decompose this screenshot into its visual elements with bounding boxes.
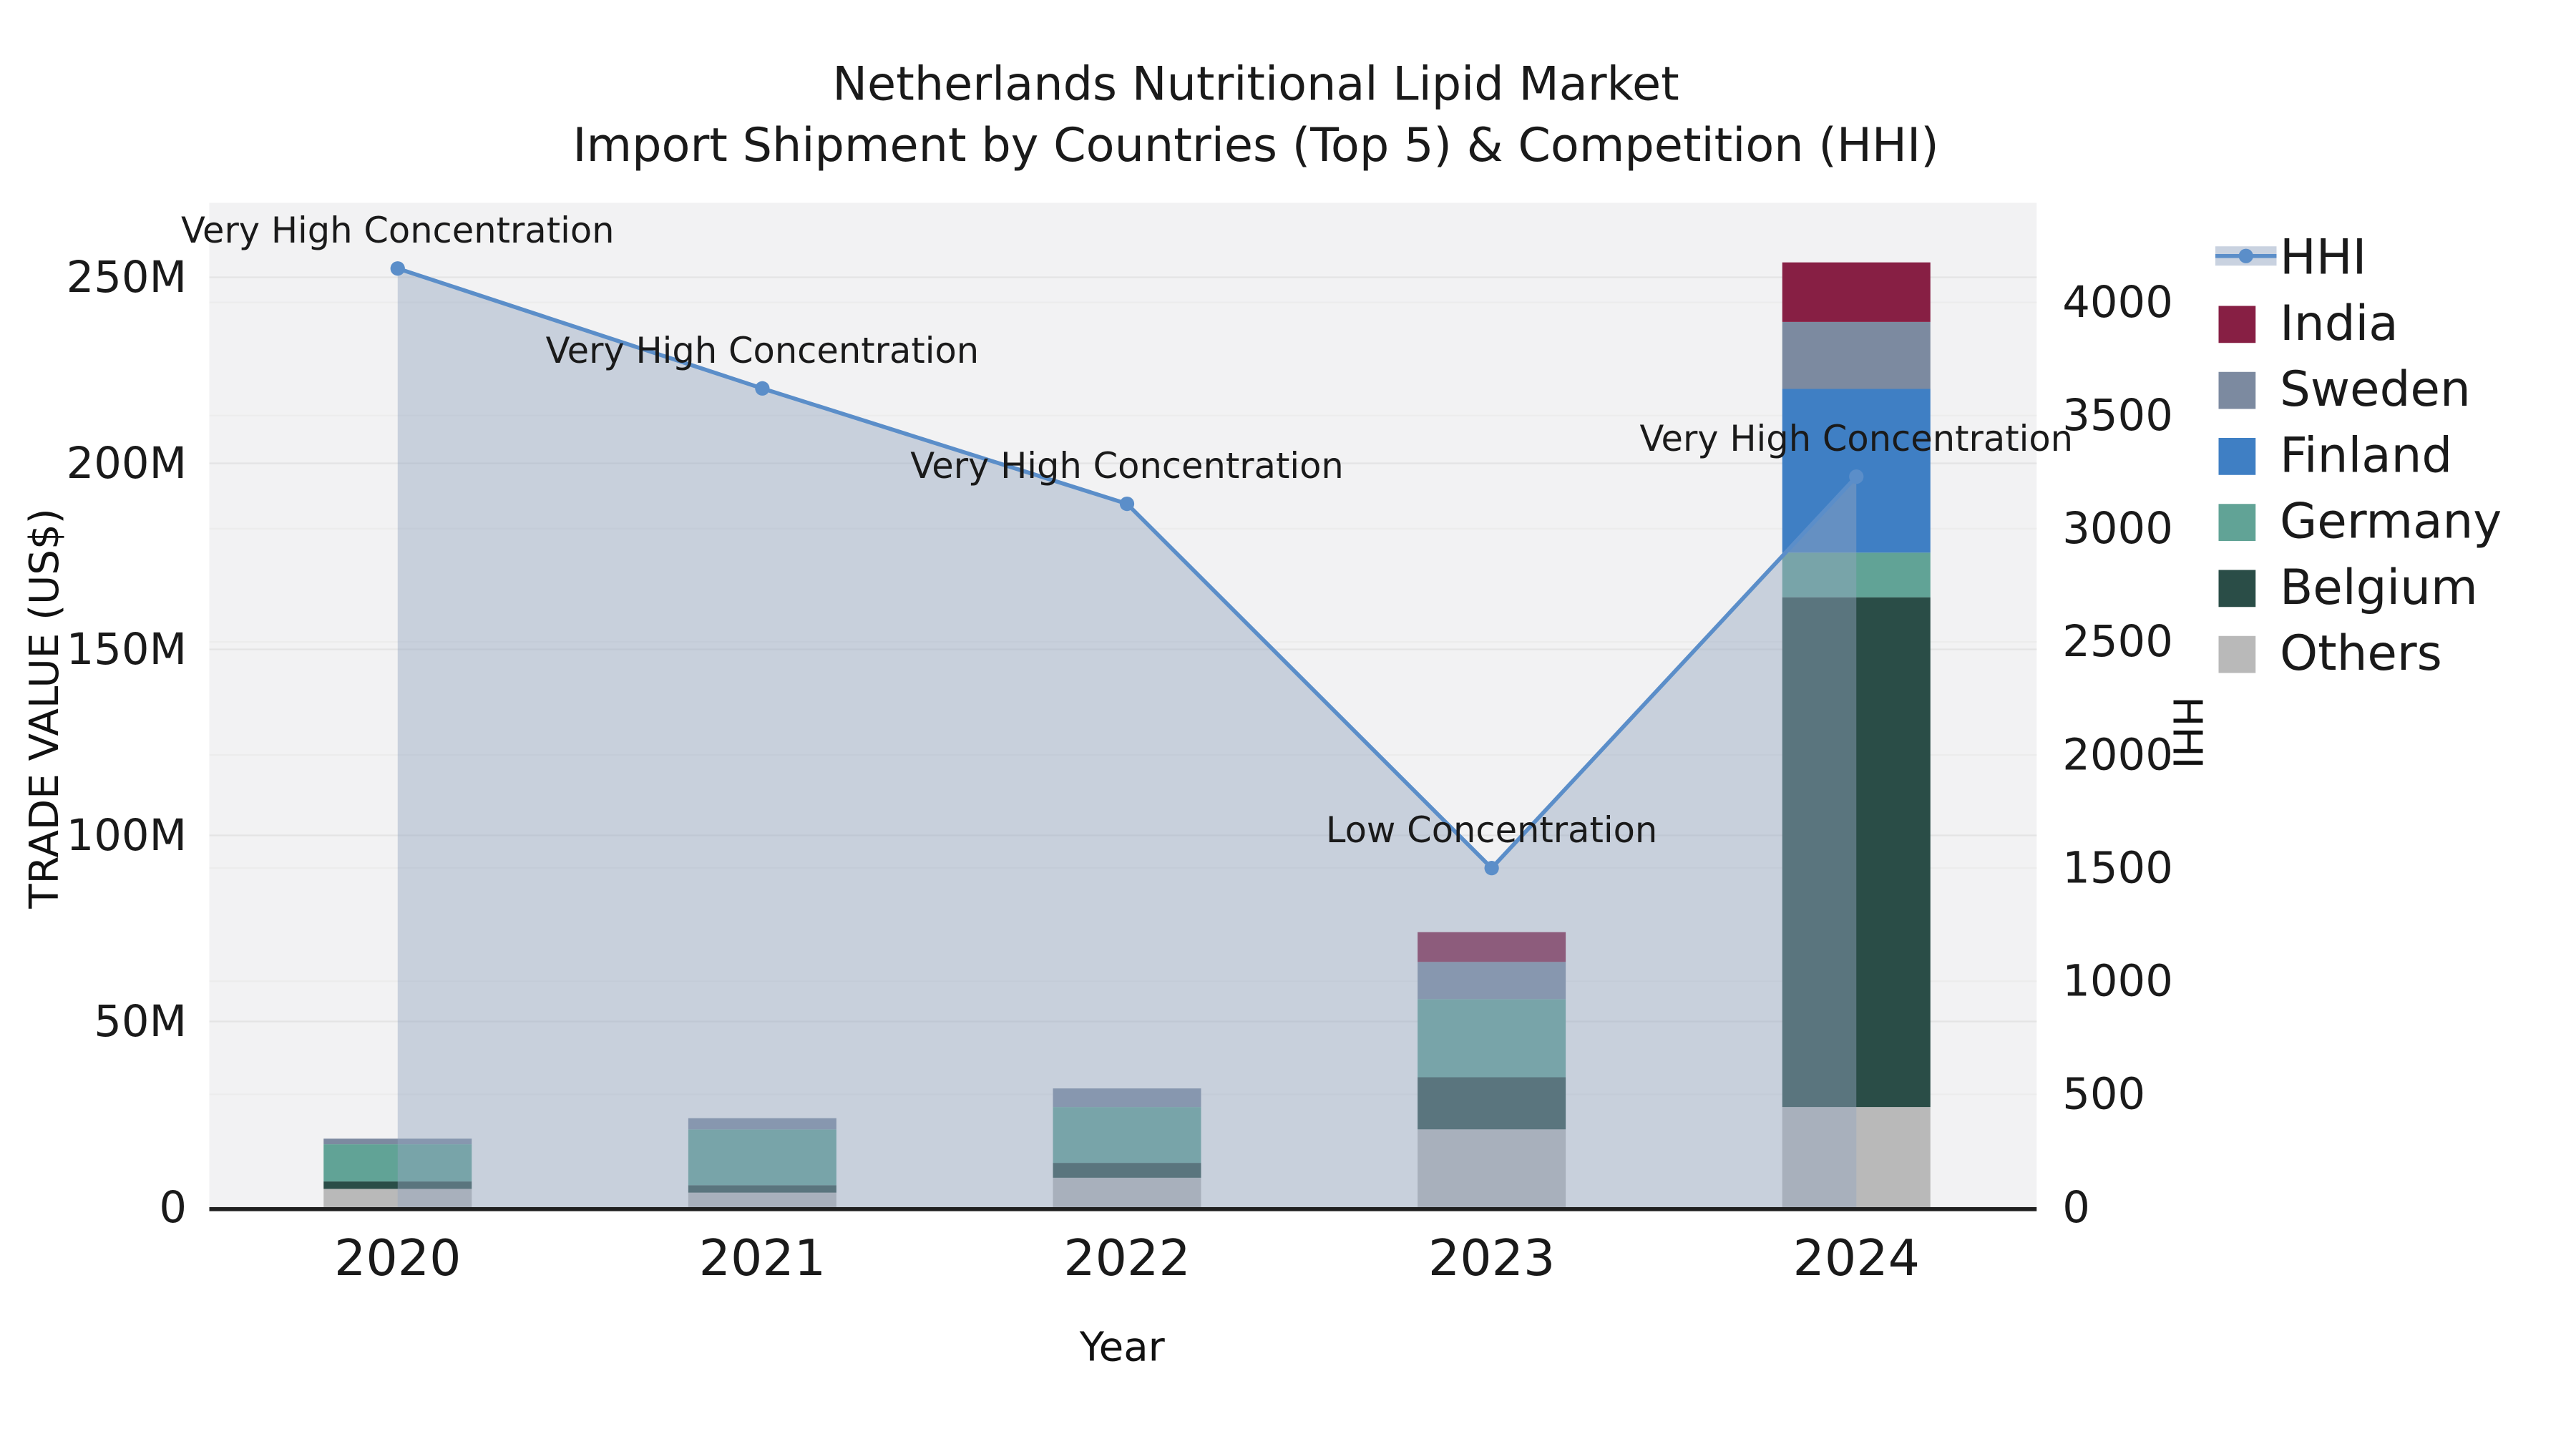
bar-segment-germany-2021 (688, 1129, 836, 1186)
y-right-tick-label: 2500 (2062, 617, 2173, 667)
hhi-point-2021 (755, 381, 770, 396)
bar-segment-india-2023 (1418, 932, 1566, 962)
plot-background (209, 203, 2037, 1211)
legend-swatch-others (2218, 635, 2256, 673)
y-axis-left-title: TRADE VALUE (US$) (21, 508, 68, 909)
x-tick-label-2024: 2024 (1792, 1229, 1920, 1287)
legend-label-india: India (2280, 295, 2399, 351)
bar-segment-belgium-2021 (688, 1185, 836, 1193)
y-left-tick-label: 100M (67, 811, 187, 861)
legend-item-germany: Germany (2218, 493, 2502, 550)
legend-label-sweden: Sweden (2280, 361, 2471, 417)
legend-item-sweden: Sweden (2218, 361, 2471, 417)
legend-item-hhi: HHI (2215, 229, 2366, 286)
legend-label-hhi: HHI (2280, 229, 2366, 286)
y-left-tick-label: 50M (94, 997, 187, 1047)
bar-segment-sweden-2024 (1782, 321, 1931, 389)
hhi-area (397, 268, 1857, 1208)
bar-segment-belgium-2022 (1053, 1163, 1201, 1178)
hhi-annotation-2023: Low Concentration (1326, 809, 1657, 851)
y-right-tick-label: 2000 (2062, 730, 2173, 780)
bar-segment-germany-2020 (323, 1144, 472, 1182)
hhi-point-2022 (1119, 496, 1135, 512)
y-right-tick-label: 1000 (2062, 957, 2173, 1007)
y-left-tick-label: 150M (67, 625, 187, 675)
legend-label-germany: Germany (2280, 493, 2502, 550)
y-right-tick-label: 4000 (2062, 278, 2173, 328)
bar-segment-belgium-2023 (1418, 1077, 1566, 1130)
bar-segment-sweden-2022 (1053, 1088, 1201, 1108)
bar-segment-belgium-2020 (323, 1181, 472, 1189)
bar-segment-belgium-2024 (1782, 597, 1931, 1108)
y-left-tick-label: 200M (67, 439, 187, 489)
bar-segment-others-2021 (688, 1192, 836, 1208)
hhi-point-2023 (1484, 861, 1499, 876)
legend-swatch-india (2218, 306, 2256, 343)
chart-title-line2: Import Shipment by Countries (Top 5) & C… (572, 118, 1938, 172)
x-tick-label-2022: 2022 (1063, 1229, 1191, 1287)
bar-segment-sweden-2023 (1418, 962, 1566, 1000)
bar-segment-sweden-2020 (323, 1138, 472, 1145)
x-tick-label-2021: 2021 (699, 1229, 826, 1287)
legend-hhi-marker (2238, 248, 2253, 263)
bar-segment-others-2020 (323, 1189, 472, 1208)
hhi-annotation-2022: Very High Concentration (910, 445, 1344, 487)
x-tick-label-2023: 2023 (1428, 1229, 1556, 1287)
plot-area: Very High Concentration Very High Concent… (67, 203, 2173, 1287)
legend-label-finland: Finland (2280, 426, 2452, 483)
hhi-point-2024 (1849, 469, 1864, 484)
legend-label-belgium: Belgium (2280, 559, 2478, 615)
y-right-tick-label: 500 (2062, 1070, 2145, 1120)
y-left-tick-label: 250M (67, 253, 187, 303)
legend-item-others: Others (2218, 625, 2442, 681)
bar-segment-germany-2023 (1418, 999, 1566, 1078)
y-right-tick-label: 3500 (2062, 391, 2173, 441)
chart-title-line1: Netherlands Nutritional Lipid Market (832, 57, 1679, 112)
y-right-tick-label: 3000 (2062, 504, 2173, 554)
bar-segment-others-2024 (1782, 1107, 1931, 1208)
y-right-tick-label: 1500 (2062, 843, 2173, 893)
bar-segment-others-2023 (1418, 1129, 1566, 1208)
y-axis-right-title: HHI (2164, 696, 2210, 769)
bar-segment-germany-2022 (1053, 1107, 1201, 1163)
legend-swatch-finland (2218, 438, 2256, 475)
x-axis-title: Year (1079, 1324, 1166, 1370)
bar-segment-india-2024 (1782, 262, 1931, 322)
hhi-annotation-2024: Very High Concentration (1639, 418, 2073, 459)
hhi-point-2020 (390, 261, 405, 276)
bar-segment-sweden-2021 (688, 1118, 836, 1130)
legend-swatch-belgium (2218, 570, 2256, 608)
legend-swatch-sweden (2218, 371, 2256, 409)
legend-item-india: India (2218, 295, 2399, 351)
chart-legend: HHI India Sweden Finland Germany Belgium Other… (2215, 229, 2502, 681)
hhi-annotation-2021: Very High Concentration (546, 330, 980, 371)
bar-segment-germany-2024 (1782, 552, 1931, 597)
hhi-annotation-2020: Very High Concentration (181, 210, 615, 251)
legend-label-others: Others (2280, 625, 2442, 681)
x-tick-label-2020: 2020 (334, 1229, 462, 1287)
bar-segment-others-2022 (1053, 1177, 1201, 1208)
legend-swatch-germany (2218, 504, 2256, 541)
y-right-tick-label: 0 (2062, 1183, 2090, 1233)
legend-item-finland: Finland (2218, 426, 2452, 483)
y-left-tick-label: 0 (159, 1183, 187, 1233)
legend-item-belgium: Belgium (2218, 559, 2478, 615)
